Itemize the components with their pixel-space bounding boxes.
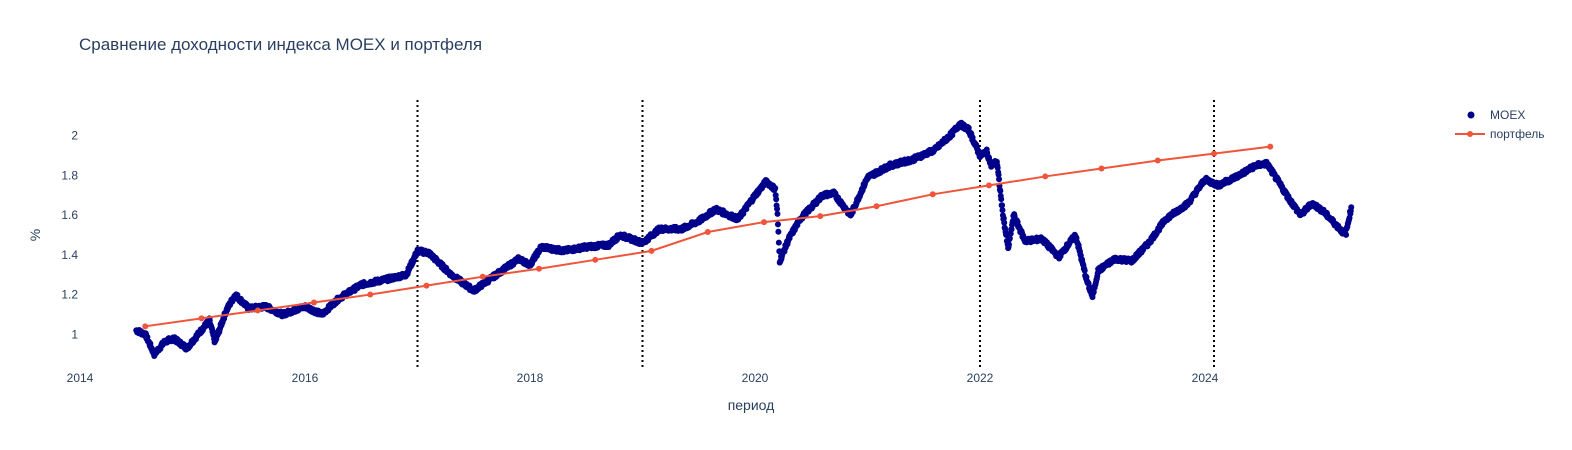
moex-point	[775, 228, 782, 235]
x-tick-label: 2024	[1192, 371, 1219, 385]
legend-moex-label: MOEX	[1490, 108, 1525, 122]
portfolio-point	[1211, 150, 1217, 157]
moex-point	[1348, 204, 1355, 211]
y-tick-label: 1	[71, 327, 78, 341]
x-tick-label: 2022	[967, 371, 994, 385]
y-axis-ticks: 1 1.2 1.4 1.6 1.8 2	[61, 129, 78, 342]
portfolio-point	[592, 256, 599, 263]
portfolio-point	[986, 182, 992, 189]
moex-point	[1081, 267, 1088, 274]
portfolio-point	[817, 213, 824, 220]
portfolio-series	[142, 143, 1274, 330]
moex-point	[1001, 219, 1008, 226]
moex-point	[996, 176, 1003, 183]
x-tick-label: 2016	[292, 371, 319, 385]
portfolio-point	[761, 219, 767, 226]
portfolio-point	[311, 299, 317, 306]
moex-point	[772, 185, 779, 192]
moex-point	[774, 205, 781, 212]
legend-portfolio-label: портфель	[1490, 127, 1544, 141]
vertical-lines	[416, 100, 1215, 370]
portfolio-point	[1098, 165, 1105, 172]
legend: MOEX портфель	[1455, 108, 1544, 141]
moex-point	[774, 221, 781, 228]
x-tick-label: 2014	[67, 371, 94, 385]
y-tick-label: 1.6	[61, 208, 78, 222]
chart-title: Сравнение доходности индекса MOEX и порт…	[79, 35, 482, 54]
legend-portfolio-marker	[1467, 131, 1473, 137]
legend-moex-marker	[1467, 111, 1475, 119]
moex-point	[1008, 226, 1015, 233]
legend-item-moex[interactable]: MOEX	[1467, 108, 1526, 122]
moex-point	[1000, 215, 1007, 222]
portfolio-point	[1154, 157, 1161, 164]
moex-point	[1343, 231, 1350, 238]
moex-point	[995, 171, 1002, 178]
y-axis-label: %	[27, 229, 43, 241]
x-axis-ticks: 2014 2016 2018 2020 2022 2024	[67, 371, 1219, 385]
portfolio-point	[142, 323, 149, 330]
portfolio-point	[1267, 143, 1274, 150]
portfolio-point	[536, 265, 542, 272]
portfolio-point	[929, 191, 936, 198]
moex-point	[994, 164, 1001, 171]
portfolio-point	[873, 203, 880, 210]
moex-point	[774, 210, 781, 217]
moex-point	[998, 196, 1005, 203]
moex-point	[1005, 241, 1012, 248]
y-tick-label: 1.4	[61, 248, 78, 262]
portfolio-point	[254, 307, 261, 314]
moex-point	[999, 202, 1006, 209]
x-tick-label: 2018	[517, 371, 544, 385]
portfolio-point	[479, 273, 486, 280]
portfolio-point	[198, 315, 205, 322]
x-axis-label: период	[728, 397, 775, 413]
portfolio-point	[423, 282, 430, 289]
y-tick-label: 2	[71, 129, 78, 143]
moex-point	[999, 207, 1006, 214]
portfolio-point	[367, 291, 374, 298]
portfolio-point	[1042, 173, 1049, 180]
y-tick-label: 1.2	[61, 288, 78, 302]
x-tick-label: 2020	[742, 371, 769, 385]
y-tick-label: 1.8	[61, 168, 78, 182]
legend-item-portfolio[interactable]: портфель	[1455, 127, 1544, 141]
moex-point	[997, 187, 1004, 194]
moex-point	[775, 239, 782, 246]
moex-point	[773, 196, 780, 203]
moex-point	[1006, 235, 1013, 242]
portfolio-point	[704, 229, 711, 236]
portfolio-point	[648, 247, 655, 254]
